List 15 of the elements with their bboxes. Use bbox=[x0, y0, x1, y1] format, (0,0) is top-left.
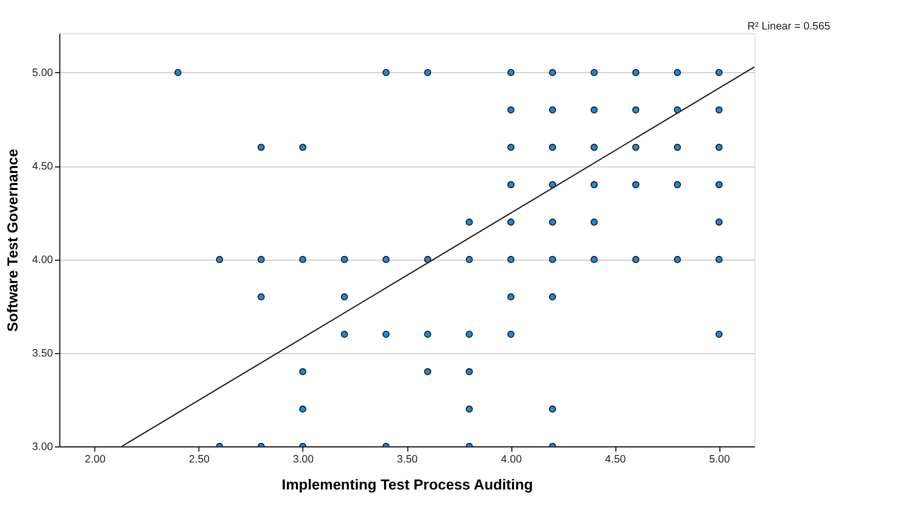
x-tick-label: 3.50 bbox=[396, 453, 418, 466]
y-tick-label: 5.00 bbox=[32, 66, 54, 79]
x-tick-label: 4.50 bbox=[605, 453, 626, 466]
x-tick-label: 2.00 bbox=[84, 453, 106, 466]
x-tick-label: 2.50 bbox=[188, 453, 210, 466]
y-tick-label: 3.50 bbox=[32, 347, 54, 360]
x-axis-title: Implementing Test Process Auditing bbox=[282, 478, 533, 494]
y-tick-label: 4.00 bbox=[32, 254, 54, 266]
x-tick-label: 5.00 bbox=[709, 453, 730, 466]
text: R² Linear = 0.565 bbox=[747, 20, 830, 32]
y-tick-label: 4.50 bbox=[32, 160, 54, 172]
y-tick-label: 3.00 bbox=[32, 440, 54, 453]
y-axis-title: Software Test Governance bbox=[6, 148, 22, 332]
x-tick-label: 3.00 bbox=[292, 453, 314, 466]
x-tick-label: 4.00 bbox=[500, 453, 522, 466]
